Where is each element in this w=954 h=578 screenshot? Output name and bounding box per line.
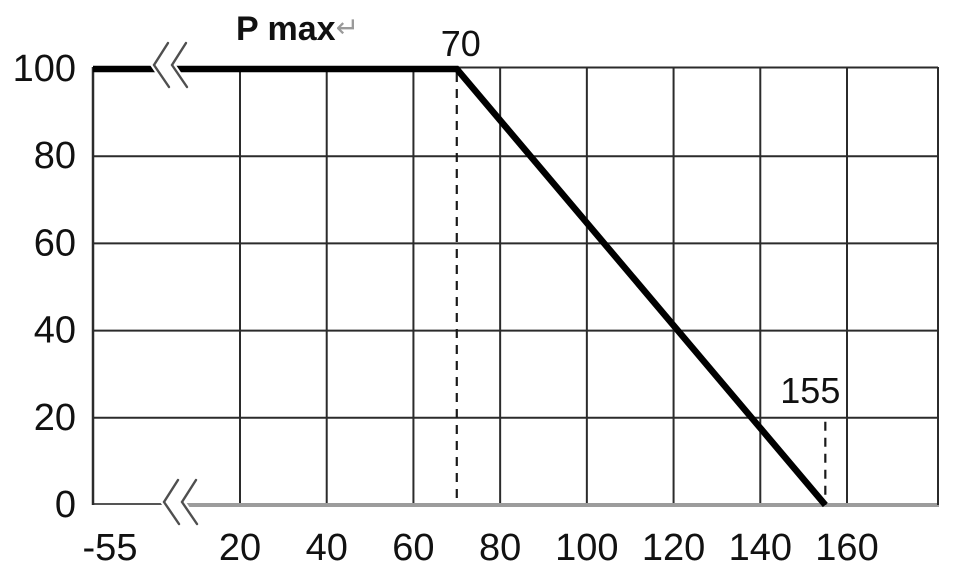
y-axis-tick-label: 40 [34, 310, 76, 352]
x-axis-tick-label: 80 [479, 527, 521, 569]
x-axis-tick-label: 100 [555, 527, 618, 569]
annotation-label-70: 70 [441, 23, 481, 64]
axis-break-bottom-icon [160, 478, 201, 526]
chart-title: P max↵ [236, 10, 359, 48]
chart-title-text: P max [236, 10, 336, 48]
y-axis-tick-label: 20 [34, 397, 76, 439]
x-axis-tick-label: 60 [392, 527, 434, 569]
y-axis-tick-label: 100 [13, 48, 76, 90]
y-axis-tick-label: 60 [34, 222, 76, 264]
x-axis-tick-label: 120 [642, 527, 705, 569]
y-axis-tick-label: 80 [34, 135, 76, 177]
y-axis-tick-label: 0 [55, 484, 76, 526]
axis-break-top-icon [150, 41, 191, 89]
axis-break-slash [180, 478, 199, 526]
axis-break-slash [152, 41, 171, 89]
x-axis-tick-label: -55 [83, 527, 138, 569]
annotation-label-155: 155 [780, 370, 840, 411]
x-axis-tick-label: 140 [729, 527, 792, 569]
data-line [93, 65, 828, 508]
x-axis-tick-label: 160 [815, 527, 878, 569]
axis-break-slash [170, 41, 189, 89]
axis-break-slash [162, 478, 181, 526]
x-axis-tick-label: 20 [219, 527, 261, 569]
return-mark-icon: ↵ [336, 12, 359, 43]
x-axis-tick-label: 40 [306, 527, 348, 569]
